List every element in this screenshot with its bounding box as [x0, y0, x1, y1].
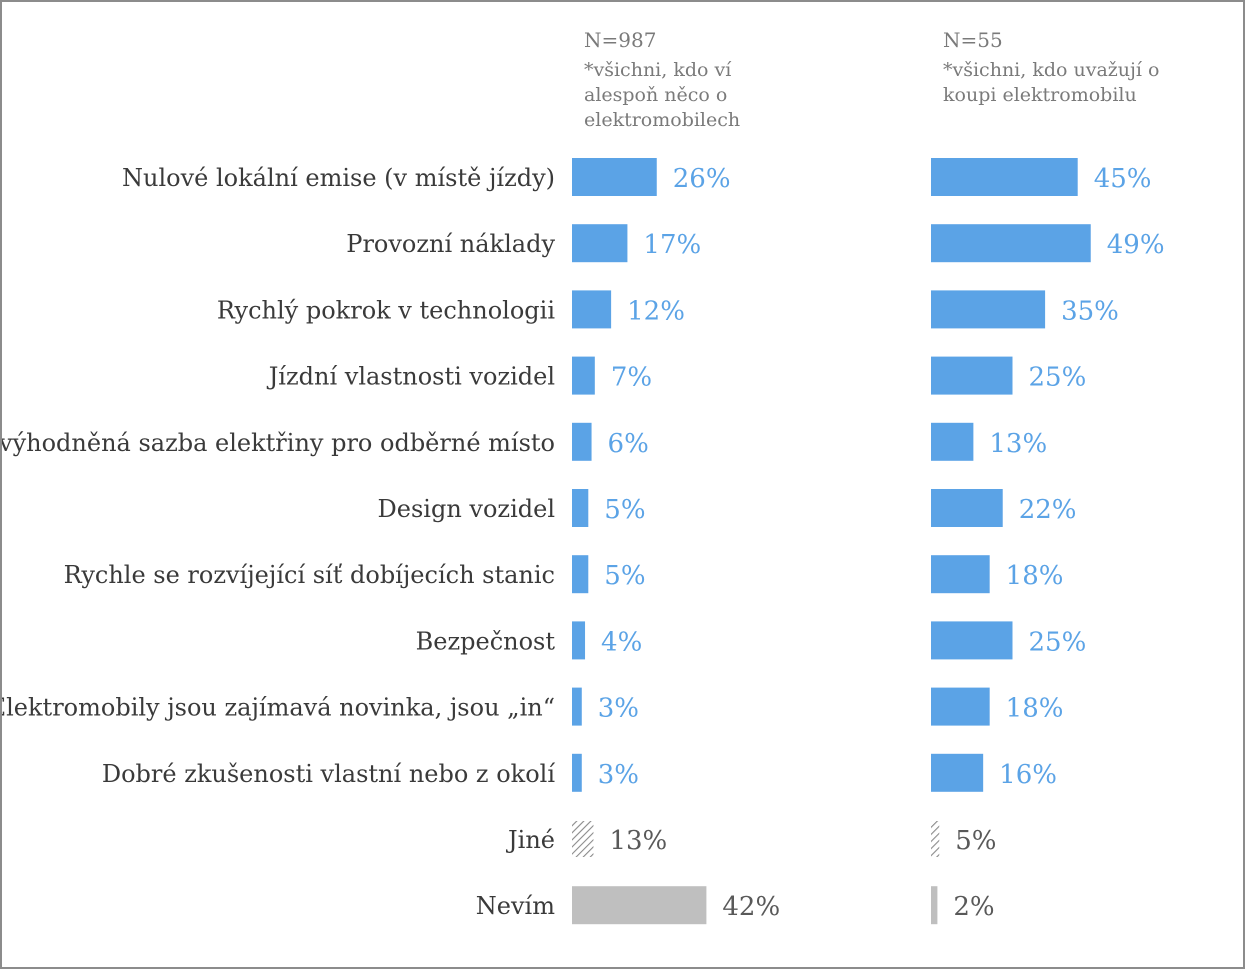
bar-series-2 — [931, 687, 990, 726]
series-2-n-label: N=55 — [943, 28, 1003, 52]
value-label-series-2: 18% — [1006, 694, 1064, 724]
value-label-series-2: 45% — [1094, 164, 1152, 194]
chart-rows: Nulové lokální emise (v místě jízdy) 26% 4… — [2, 158, 1165, 925]
bar-series-2 — [931, 290, 1046, 329]
series-1-note-line: alespoň něco o — [584, 84, 727, 106]
category-label: Nevím — [476, 892, 555, 920]
value-label-series-2: 49% — [1107, 230, 1165, 260]
value-label-series-1: 5% — [604, 561, 645, 591]
bar-series-1 — [572, 687, 582, 726]
value-label-series-1: 3% — [598, 760, 639, 790]
value-label-series-2: 25% — [1029, 627, 1087, 657]
value-label-series-2: 25% — [1029, 363, 1087, 393]
category-label: Bezpečnost — [416, 627, 556, 655]
bar-series-2 — [931, 555, 990, 594]
bar-series-2 — [931, 489, 1003, 527]
value-label-series-1: 3% — [598, 694, 639, 724]
bar-series-1 — [572, 886, 707, 925]
bar-series-2 — [931, 621, 1013, 660]
category-label: Design vozidel — [378, 495, 555, 523]
bar-series-2 — [931, 821, 940, 857]
series-2-note-line: *všichni, kdo uvažují o — [943, 59, 1159, 81]
bar-series-1 — [572, 621, 586, 660]
category-label: Elektromobily jsou zajímavá novinka, jso… — [2, 694, 555, 722]
series-1-note-line: *všichni, kdo ví — [584, 59, 732, 81]
value-label-series-1: 4% — [601, 627, 642, 657]
column-headers: N=987 *všichni, kdo ví alespoň něco o elekt… — [584, 28, 1159, 131]
category-label: Rychlý pokrok v technologii — [217, 296, 555, 324]
series-1-note-line: elektromobilech — [584, 109, 740, 131]
bar-series-2 — [931, 753, 984, 792]
value-label-series-1: 12% — [627, 296, 685, 326]
value-label-series-1: 6% — [608, 429, 649, 459]
bar-series-1 — [572, 489, 589, 527]
value-label-series-2: 2% — [953, 892, 994, 922]
value-label-series-1: 42% — [722, 892, 780, 922]
value-label-series-2: 16% — [999, 760, 1057, 790]
bar-series-2 — [931, 158, 1078, 196]
category-label: Zvýhodněná sazba elektřiny pro odběrné m… — [2, 429, 555, 457]
bar-series-1 — [572, 753, 582, 792]
series-1-n-label: N=987 — [584, 28, 656, 52]
bar-series-1 — [572, 158, 657, 196]
bar-series-1 — [572, 290, 612, 329]
value-label-series-1: 5% — [604, 495, 645, 525]
series-2-note-line: koupi elektromobilu — [943, 84, 1137, 106]
bar-series-1 — [572, 356, 595, 395]
value-label-series-2: 13% — [989, 429, 1047, 459]
category-label: Nulové lokální emise (v místě jízdy) — [122, 164, 555, 192]
bar-series-2 — [931, 422, 974, 461]
bar-series-2 — [931, 224, 1091, 263]
value-label-series-1: 17% — [643, 230, 701, 260]
value-label-series-1: 13% — [609, 826, 667, 856]
value-label-series-2: 35% — [1061, 296, 1119, 326]
bar-series-2 — [931, 356, 1013, 395]
bar-series-1 — [572, 821, 594, 857]
value-label-series-1: 7% — [611, 363, 652, 393]
category-label: Dobré zkušenosti vlastní nebo z okolí — [102, 760, 555, 788]
category-label: Rychle se rozvíjející síť dobíjecích sta… — [64, 561, 555, 589]
value-label-series-2: 18% — [1006, 561, 1064, 591]
bar-series-1 — [572, 422, 592, 461]
bar-series-2 — [931, 886, 938, 925]
bar-series-1 — [572, 555, 589, 594]
bar-series-1 — [572, 224, 628, 263]
category-label: Jiné — [505, 826, 555, 854]
value-label-series-1: 26% — [673, 164, 731, 194]
category-label: Provozní náklady — [346, 230, 555, 258]
category-label: Jízdní vlastnosti vozidel — [266, 363, 555, 391]
value-label-series-2: 22% — [1019, 495, 1077, 525]
value-label-series-2: 5% — [955, 826, 996, 856]
